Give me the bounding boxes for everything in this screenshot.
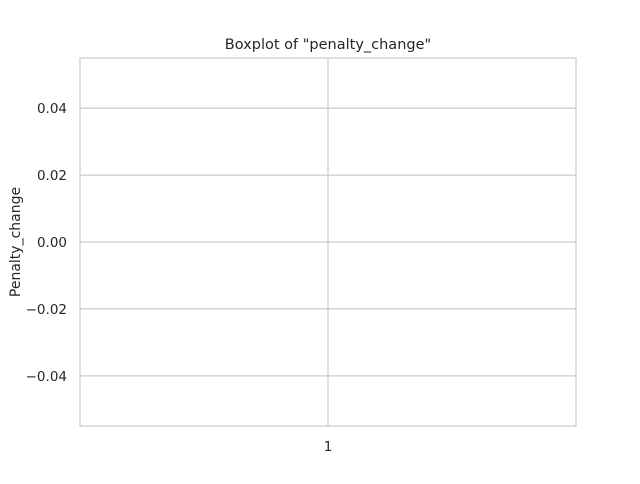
y-tick-label: 0.00 (37, 235, 67, 251)
grid-layer (80, 58, 576, 426)
y-tick-label: −0.02 (26, 302, 67, 318)
tick-layer: 0.04 0.02 0.00 −0.02 −0.04 1 (26, 101, 333, 455)
y-tick-label: 0.02 (37, 168, 67, 184)
y-tick-label: −0.04 (26, 369, 67, 385)
plot-frame (79, 57, 577, 427)
y-tick-label: 0.04 (37, 101, 67, 117)
x-tick-label: 1 (324, 439, 333, 455)
chart-title: Boxplot of "penalty_change" (225, 37, 431, 53)
y-axis-label: Penalty_change (8, 187, 24, 297)
